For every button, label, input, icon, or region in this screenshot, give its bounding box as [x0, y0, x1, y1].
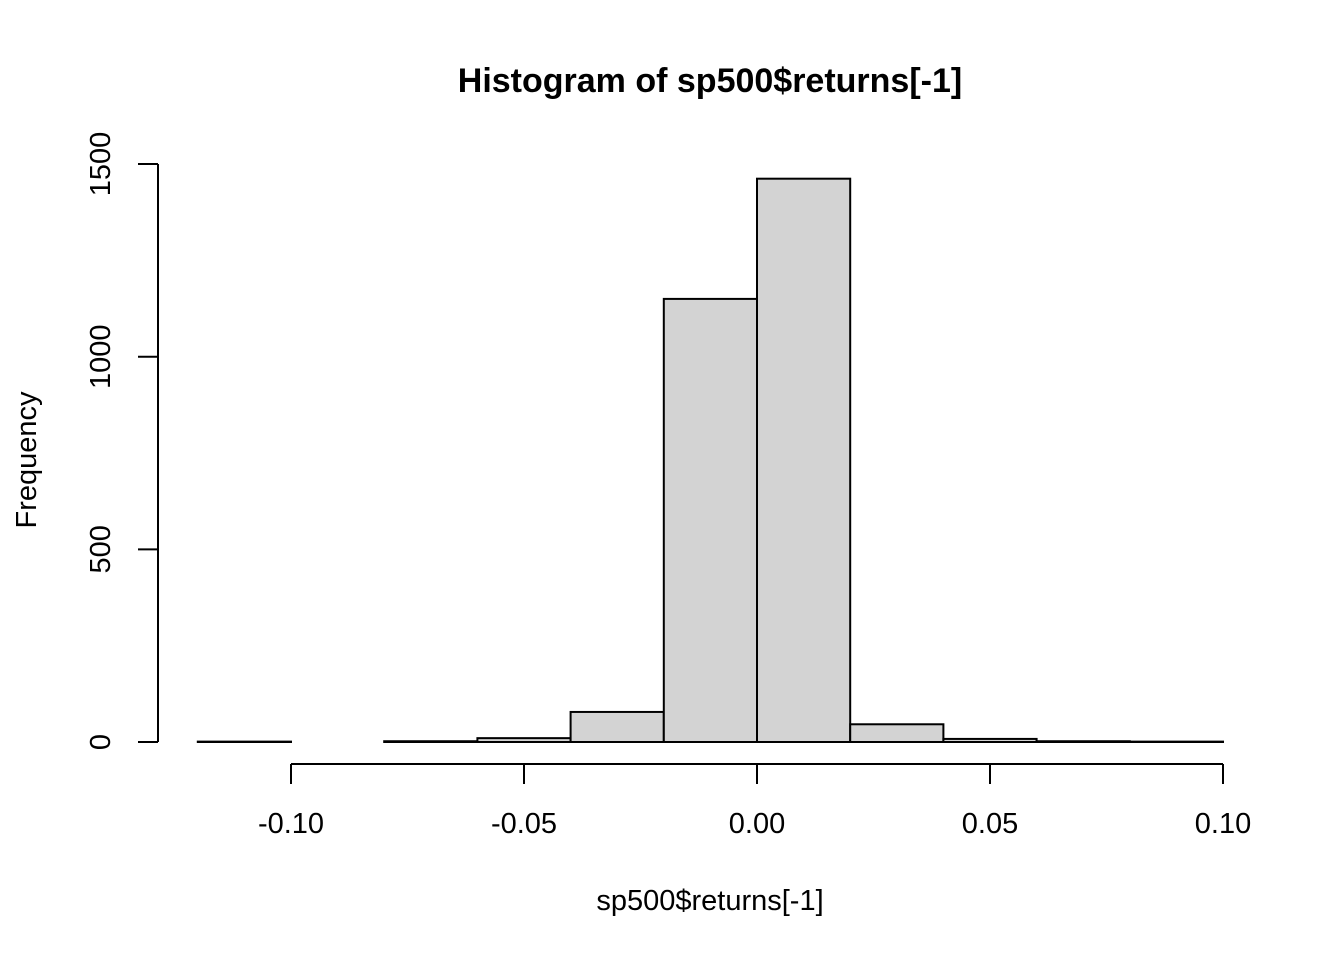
y-axis-label: Frequency [11, 391, 43, 529]
histogram-bar [1035, 740, 1131, 743]
histogram-bar [569, 710, 665, 743]
x-tick-label: 0.05 [962, 808, 1018, 840]
histogram-bar [476, 737, 572, 743]
histogram-bar [849, 723, 945, 743]
y-tick-label: 500 [85, 525, 117, 573]
y-tick-label: 1000 [85, 324, 117, 389]
x-tick-label: -0.10 [258, 808, 324, 840]
y-tick-label: 1500 [85, 132, 117, 197]
x-tick-label: 0.10 [1195, 808, 1251, 840]
y-tick-label: 0 [85, 734, 117, 750]
histogram-bar [383, 740, 479, 743]
bars-group [196, 177, 1225, 744]
x-tick-label: 0.00 [729, 808, 785, 840]
y-axis: 0 500 1000 1500 [85, 132, 159, 750]
histogram-bar [756, 177, 852, 743]
chart-title: Histogram of sp500$returns[-1] [458, 62, 962, 100]
x-axis: -0.10 -0.05 0.00 0.05 0.10 [258, 763, 1251, 840]
x-axis-label: sp500$returns[-1] [596, 885, 823, 917]
x-tick-label: -0.05 [491, 808, 557, 840]
histogram-bar [662, 297, 758, 743]
histogram-bar [942, 737, 1038, 744]
